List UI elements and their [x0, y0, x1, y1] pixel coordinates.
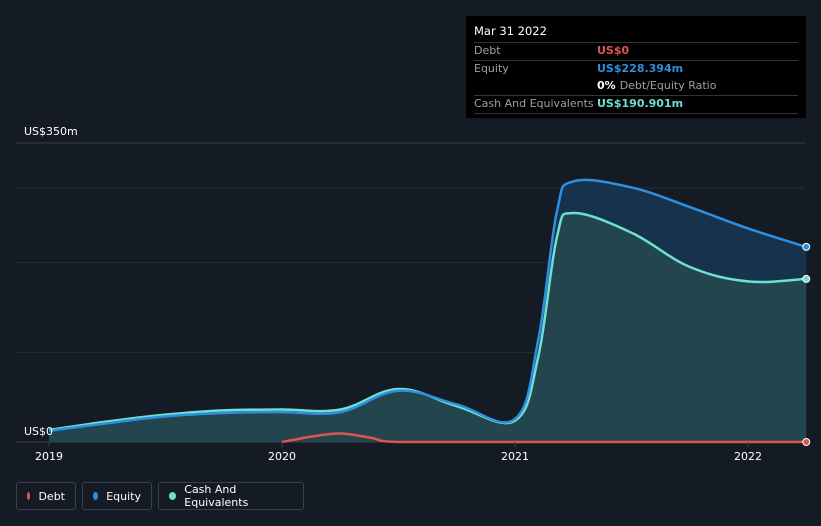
legend-cash-label: Cash And Equivalents	[184, 483, 249, 509]
tooltip-ratio-label: Debt/Equity Ratio	[619, 79, 717, 92]
debt-dot-icon	[27, 492, 31, 500]
tooltip-row-debt: Debt US$0	[474, 42, 798, 60]
equity-line	[48, 178, 807, 433]
legend-equity[interactable]: Equity	[82, 482, 152, 510]
tooltip-date: Mar 31 2022	[474, 24, 547, 38]
x-tick-label: 2020	[268, 450, 296, 463]
tooltip-equity-label: Equity	[474, 62, 509, 75]
x-tick-label: 2022	[734, 450, 762, 463]
tooltip-row-equity: Equity US$228.394m	[474, 60, 798, 78]
tooltip-cash-value: US$190.901m	[597, 97, 684, 110]
tooltip-debt-label: Debt	[474, 44, 501, 57]
x-tick-label: 2019	[35, 450, 63, 463]
cash-dot-icon	[169, 492, 177, 500]
tooltip: Mar 31 2022 Debt US$0 Equity US$228.394m…	[466, 16, 806, 118]
legend-debt[interactable]: Debt	[16, 482, 76, 510]
legend-equity-label: Equity	[106, 489, 141, 503]
cash-end-marker	[802, 274, 811, 283]
equity-dot-icon	[93, 492, 99, 500]
legend-debt-label: Debt	[38, 489, 65, 503]
cash-area	[49, 213, 807, 442]
tooltip-debt-value: US$0	[597, 44, 630, 57]
tooltip-row-ratio: 0% Debt/Equity Ratio	[474, 78, 798, 95]
tooltip-cash-label: Cash And Equivalents	[474, 97, 594, 110]
tooltip-ratio-value: 0%	[597, 79, 616, 92]
legend-cash[interactable]: Cash And Equivalents	[158, 482, 304, 510]
end-markers	[802, 242, 811, 446]
debt-end-marker	[802, 438, 811, 446]
x-tick-label: 2021	[501, 450, 529, 463]
y-tick-label-zero: US$0	[24, 425, 54, 438]
x-axis: 2019 2020 2021 2022	[35, 442, 762, 463]
series-lines	[48, 178, 807, 444]
equity-end-marker	[802, 242, 811, 251]
tooltip-equity-value: US$228.394m	[597, 62, 684, 75]
y-tick-label-max: US$350m	[24, 125, 78, 138]
series-areas	[49, 179, 807, 442]
debt-line	[281, 432, 807, 444]
tooltip-row-cash: Cash And Equivalents US$190.901m	[474, 95, 798, 114]
